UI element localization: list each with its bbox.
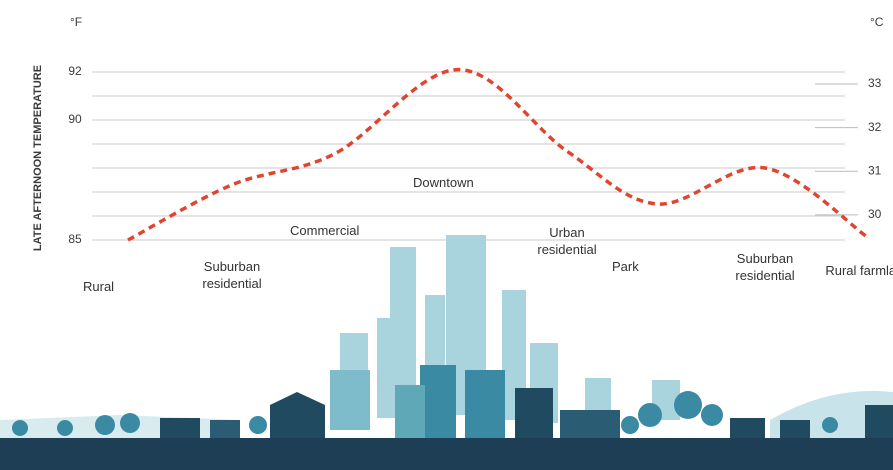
y-tick-label: 92 bbox=[68, 64, 82, 78]
y-tick-label: 85 bbox=[68, 232, 82, 246]
skyline bbox=[0, 235, 893, 470]
zone-label: Urban residential bbox=[537, 225, 597, 257]
zone-label: Suburban residential bbox=[202, 259, 262, 291]
zone-label: Rural farmland bbox=[825, 263, 893, 278]
zone-label: Suburban residential bbox=[735, 251, 795, 283]
zone-label: Park bbox=[612, 259, 639, 274]
y2-tick-label: 33 bbox=[868, 76, 882, 90]
temperature-line bbox=[127, 67, 869, 242]
y-axis-title: LATE AFTERNOON TEMPERATURE bbox=[32, 65, 44, 251]
zone-label: Downtown bbox=[413, 175, 474, 190]
y2-tick-label: 32 bbox=[868, 120, 882, 134]
zone-label: Rural bbox=[83, 279, 115, 294]
y2-tick-label: 31 bbox=[868, 163, 882, 177]
zone-label: Commercial bbox=[290, 223, 360, 238]
y-unit: °F bbox=[70, 15, 82, 29]
y-tick-label: 90 bbox=[68, 112, 82, 126]
y2-unit: °C bbox=[870, 15, 884, 29]
y2-tick-label: 30 bbox=[868, 207, 882, 221]
